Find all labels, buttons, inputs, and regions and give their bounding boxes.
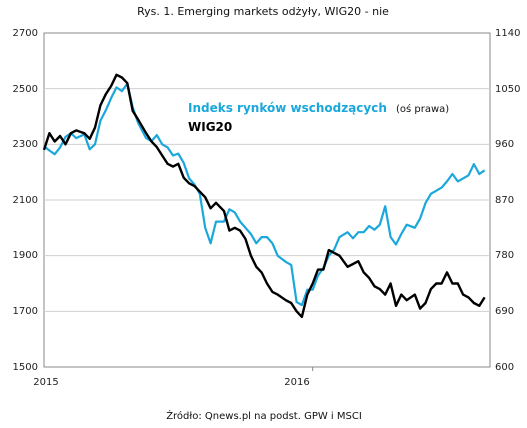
y-left-tick-label: 2300 — [13, 139, 38, 150]
series-layer — [42, 73, 486, 319]
y-left-tick-label: 2100 — [13, 195, 38, 206]
y-right-tick-label: 960 — [495, 139, 514, 150]
y-left-tick-label: 1500 — [13, 362, 38, 373]
y-left-tick-label: 1900 — [13, 250, 38, 261]
y-left-tick-label: 1700 — [13, 306, 38, 317]
series-line-wig20 — [42, 73, 486, 319]
x-tick-label-2016: 2016 — [284, 377, 309, 388]
y-left-tick-label: 2700 — [13, 28, 38, 39]
legend-wig20: WIG20 — [188, 120, 232, 134]
chart-title: Rys. 1. Emerging markets odżyły, WIG20 -… — [137, 5, 389, 18]
y-left-tick-label: 2500 — [13, 84, 38, 95]
y-right-tick-label: 780 — [495, 250, 514, 261]
x-tick-label-2015: 2015 — [33, 377, 58, 388]
chart-source: Źródło: Qnews.pl na podst. GPW i MSCI — [166, 409, 362, 422]
legend-em-index-note: (oś prawa) — [396, 103, 449, 115]
series-line-em-index — [43, 82, 486, 307]
y-right-tick-label: 870 — [495, 195, 514, 206]
y-right-tick-label: 690 — [495, 306, 514, 317]
y-right-tick-label: 1140 — [495, 28, 520, 39]
legend-em-index-name: Indeks rynków wschodzących — [188, 101, 387, 115]
legend-em-index: Indeks rynków wschodzących (oś prawa) — [188, 97, 449, 116]
y-right-tick-label: 600 — [495, 362, 514, 373]
y-right-tick-label: 1050 — [495, 84, 520, 95]
